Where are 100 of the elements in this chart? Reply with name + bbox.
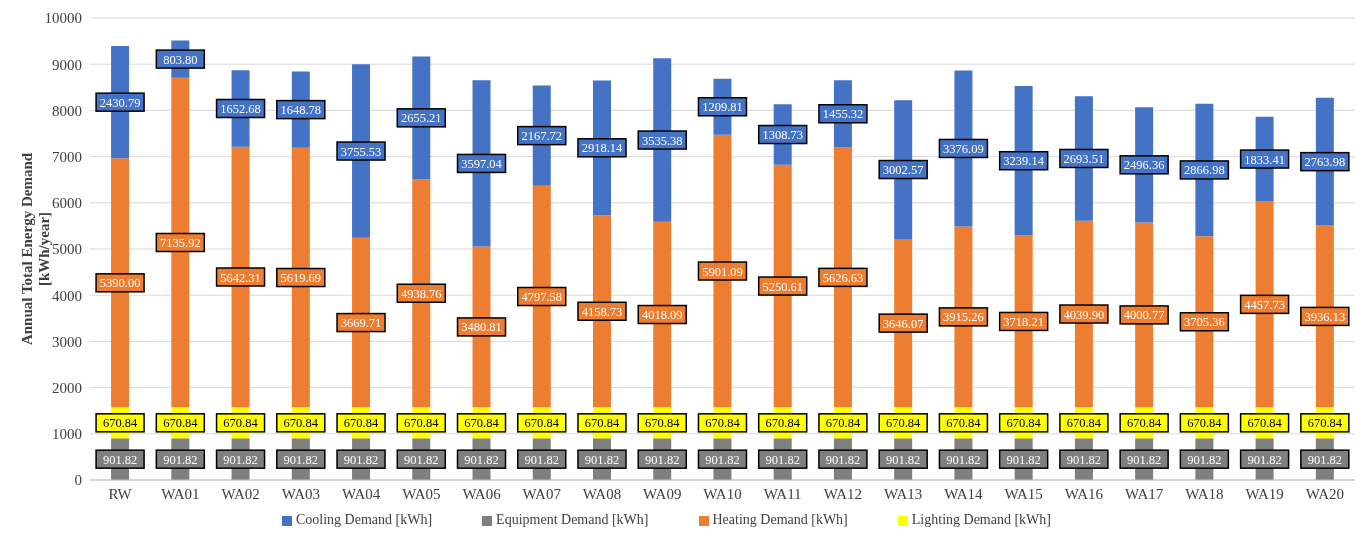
data-label: 3915.26 bbox=[943, 310, 984, 325]
x-tick-label: WA14 bbox=[944, 485, 984, 502]
y-tick-label: 6000 bbox=[52, 195, 82, 212]
legend-label: Heating Demand [kWh] bbox=[712, 512, 848, 527]
data-label: 3755.53 bbox=[340, 144, 382, 159]
x-tick-label: WA08 bbox=[582, 485, 622, 502]
data-label: 3597.04 bbox=[461, 156, 503, 171]
x-tick-label: WA04 bbox=[341, 485, 381, 502]
data-label: 1455.32 bbox=[822, 107, 864, 122]
data-label: 901.82 bbox=[102, 452, 138, 467]
x-tick-label: WA15 bbox=[1004, 485, 1043, 502]
data-label: 1209.81 bbox=[702, 100, 743, 115]
data-label: 901.82 bbox=[1126, 452, 1162, 467]
data-label: 901.82 bbox=[464, 452, 499, 467]
x-tick-label: WA18 bbox=[1185, 485, 1224, 502]
data-label: 5626.63 bbox=[822, 270, 864, 285]
data-label: 3480.81 bbox=[461, 320, 502, 335]
x-tick-label: WA10 bbox=[703, 485, 742, 502]
data-label: 1308.73 bbox=[762, 128, 804, 143]
data-label: 803.80 bbox=[163, 52, 198, 67]
data-label: 2496.36 bbox=[1123, 158, 1165, 173]
data-label: 901.82 bbox=[343, 452, 379, 467]
data-label: 901.82 bbox=[283, 452, 318, 467]
data-label: 4018.09 bbox=[641, 308, 683, 323]
x-tick-label: WA02 bbox=[221, 485, 260, 502]
data-label: 2167.72 bbox=[521, 129, 563, 144]
data-label: 901.82 bbox=[1307, 452, 1343, 467]
y-tick-label: 1000 bbox=[52, 426, 82, 443]
data-label: 901.82 bbox=[885, 452, 921, 467]
x-tick-label: WA05 bbox=[402, 485, 441, 502]
y-tick-label: 0 bbox=[74, 472, 82, 489]
data-label: 7135.92 bbox=[160, 236, 201, 250]
data-label: 901.82 bbox=[404, 452, 439, 467]
data-label: 901.82 bbox=[1247, 452, 1282, 467]
data-label: 2693.51 bbox=[1063, 151, 1105, 166]
y-tick-label: 3000 bbox=[52, 333, 82, 350]
data-label: 2866.98 bbox=[1184, 163, 1225, 178]
legend-label: Cooling Demand [kWh] bbox=[296, 512, 433, 527]
x-tick-label: WA13 bbox=[884, 485, 923, 502]
data-label: 1648.78 bbox=[280, 103, 322, 118]
data-label: 4457.73 bbox=[1244, 297, 1285, 312]
y-tick-label: 5000 bbox=[52, 241, 82, 258]
x-tick-label: RW bbox=[108, 485, 133, 502]
data-label: 4039.90 bbox=[1063, 307, 1105, 322]
data-label: 901.82 bbox=[765, 452, 800, 467]
x-tick-label: WA19 bbox=[1245, 485, 1284, 502]
data-label: 1833.41 bbox=[1244, 152, 1285, 167]
data-label: 5642.31 bbox=[220, 270, 261, 285]
data-label: 1652.68 bbox=[220, 101, 261, 116]
data-label: 3239.14 bbox=[1003, 154, 1045, 169]
data-label: 2430.79 bbox=[99, 95, 141, 110]
data-label: 3718.21 bbox=[1003, 314, 1044, 329]
legend-label: Equipment Demand [kWh] bbox=[496, 512, 649, 527]
data-label: 901.82 bbox=[584, 452, 620, 467]
data-label: 3535.38 bbox=[641, 133, 683, 148]
data-label: 3705.36 bbox=[1184, 315, 1225, 330]
data-label: 3646.07 bbox=[882, 316, 924, 331]
data-label: 901.82 bbox=[223, 452, 258, 467]
x-tick-label: WA16 bbox=[1064, 485, 1104, 502]
x-tick-label: WA20 bbox=[1305, 485, 1345, 502]
x-tick-label: WA09 bbox=[643, 485, 682, 502]
x-tick-label: WA01 bbox=[161, 485, 200, 502]
legend-label: Lighting Demand [kWh] bbox=[911, 512, 1051, 527]
data-label: 2918.14 bbox=[581, 141, 624, 156]
x-tick-label: WA11 bbox=[763, 485, 802, 502]
data-label: 3936.13 bbox=[1304, 309, 1346, 324]
data-label: 5619.69 bbox=[280, 271, 322, 286]
data-label: 3669.71 bbox=[340, 316, 382, 331]
data-label: 901.82 bbox=[1006, 452, 1041, 467]
data-label: 4000.77 bbox=[1123, 308, 1165, 323]
y-tick-label: 4000 bbox=[52, 287, 82, 304]
data-label: 901.82 bbox=[705, 452, 740, 467]
data-label: 5901.09 bbox=[702, 264, 743, 279]
data-label: 901.82 bbox=[163, 452, 198, 467]
data-label: 901.82 bbox=[1066, 452, 1102, 467]
data-label: 4938.76 bbox=[400, 286, 442, 301]
data-label: 901.82 bbox=[946, 452, 981, 467]
y-tick-label: 9000 bbox=[52, 56, 82, 73]
x-tick-label: WA03 bbox=[281, 485, 320, 502]
x-tick-label: WA07 bbox=[522, 485, 562, 502]
y-tick-label: 7000 bbox=[52, 148, 82, 165]
data-label: 3002.57 bbox=[882, 163, 924, 178]
data-label: 2655.21 bbox=[400, 111, 442, 126]
x-tick-label: WA17 bbox=[1125, 485, 1164, 502]
y-tick-label: 10000 bbox=[44, 10, 82, 27]
data-label: 5250.61 bbox=[762, 279, 804, 294]
data-label: 2763.98 bbox=[1304, 155, 1346, 170]
data-label: 5390.00 bbox=[99, 276, 141, 291]
y-tick-label: 8000 bbox=[52, 102, 82, 119]
x-tick-label: WA12 bbox=[823, 485, 863, 502]
y-tick-label: 2000 bbox=[52, 379, 82, 396]
data-label: 901.82 bbox=[645, 452, 680, 467]
y-axis-title: Annual Total Energy Demand [kWh/year] bbox=[19, 152, 52, 346]
data-label: 901.82 bbox=[825, 452, 861, 467]
x-tick-label: WA06 bbox=[462, 485, 502, 502]
data-label: 901.82 bbox=[524, 452, 559, 467]
data-label: 4158.73 bbox=[581, 304, 623, 319]
data-label: 901.82 bbox=[1187, 452, 1222, 467]
data-label: 3376.09 bbox=[943, 141, 984, 156]
data-label: 4797.58 bbox=[521, 290, 563, 305]
